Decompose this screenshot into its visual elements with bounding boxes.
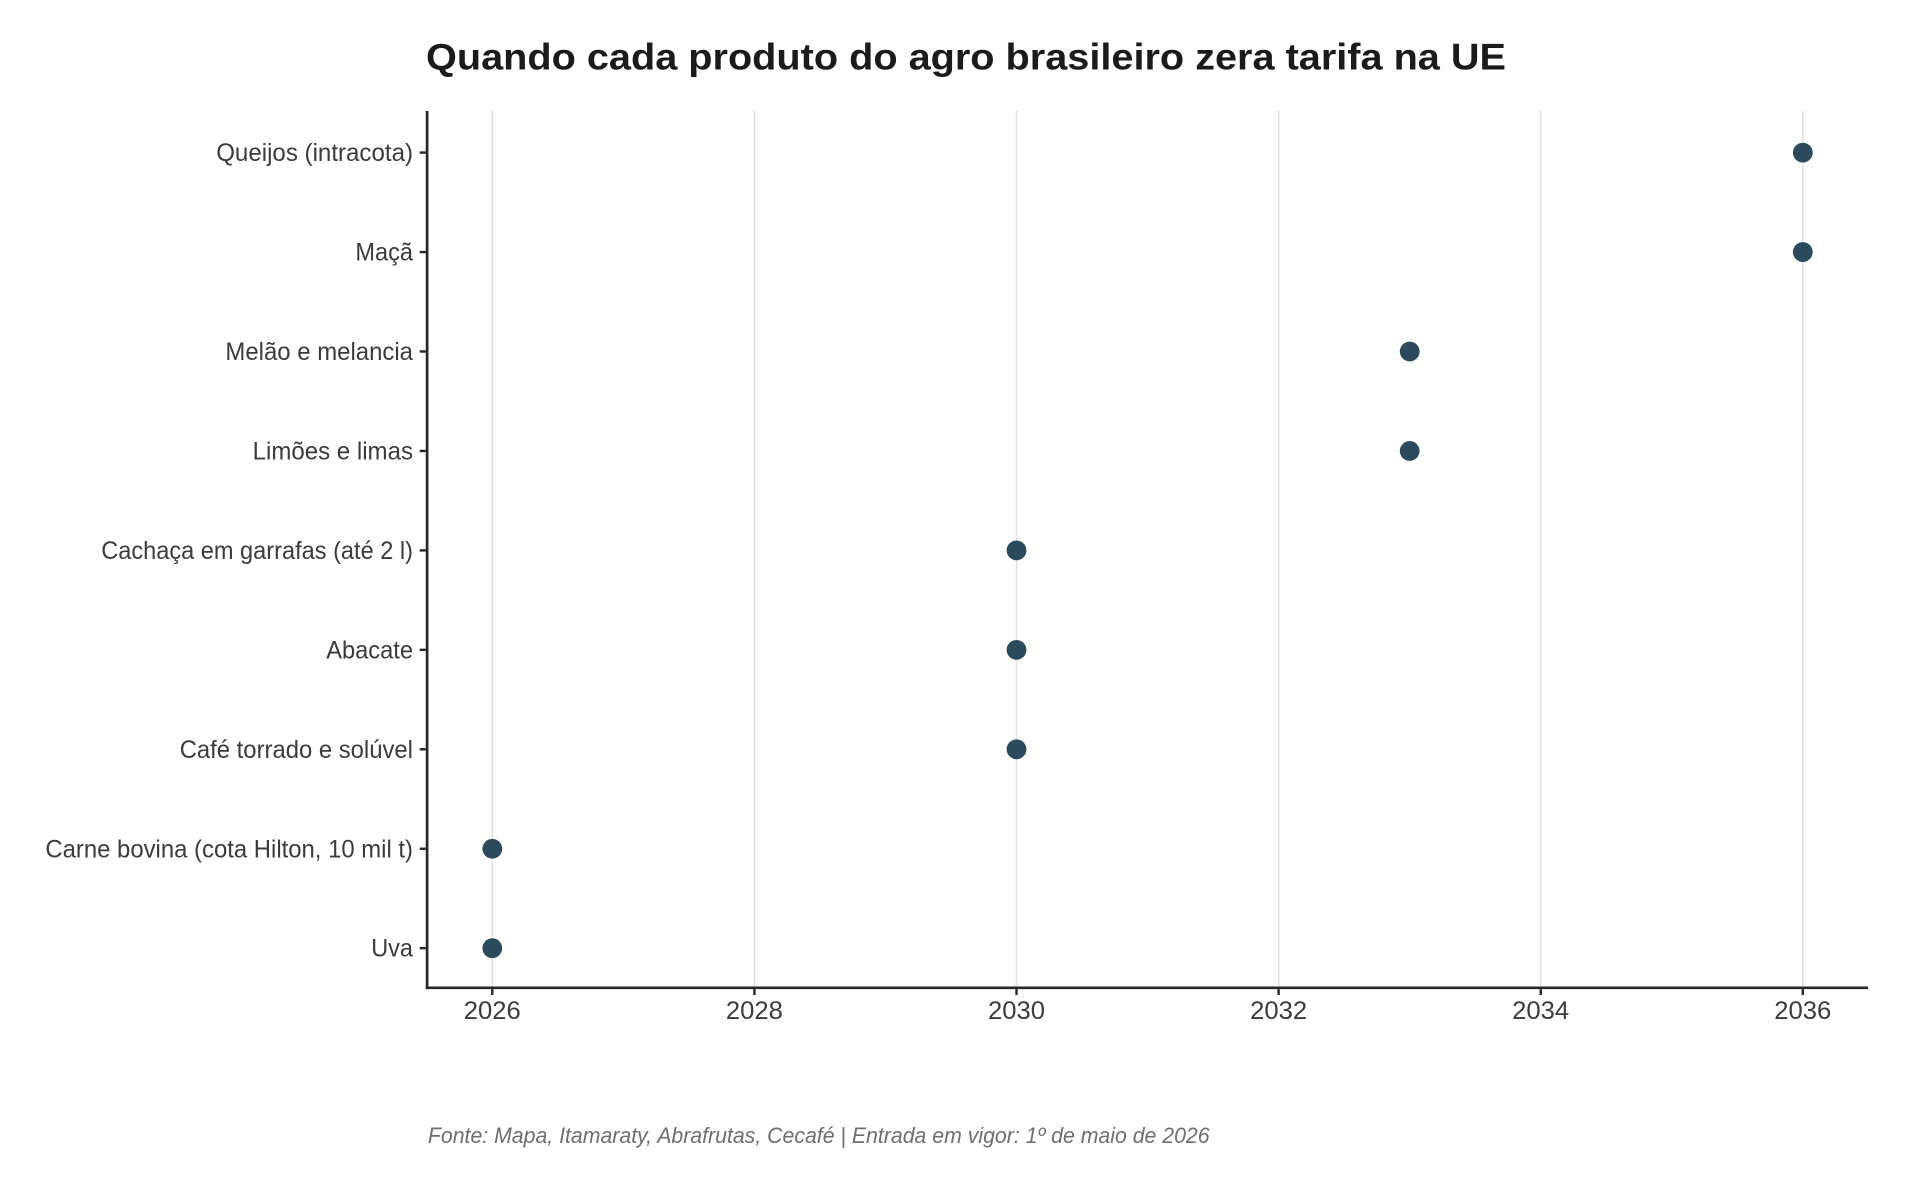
svg-text:2030: 2030 [988, 997, 1045, 1025]
svg-text:Maçã: Maçã [355, 239, 413, 267]
svg-text:2028: 2028 [726, 997, 783, 1025]
svg-text:Cachaça em garrafas (até 2 l): Cachaça em garrafas (até 2 l) [101, 537, 413, 565]
svg-text:Carne bovina (cota Hilton, 10: Carne bovina (cota Hilton, 10 mil t) [45, 835, 413, 863]
svg-text:Café torrado e solúvel: Café torrado e solúvel [180, 736, 413, 764]
svg-text:2026: 2026 [464, 997, 521, 1025]
svg-text:Quando cada produto do agro br: Quando cada produto do agro brasileiro z… [426, 37, 1506, 78]
svg-text:Abacate: Abacate [326, 636, 413, 664]
svg-text:Melão e melancia: Melão e melancia [225, 338, 413, 366]
svg-text:2034: 2034 [1512, 997, 1569, 1025]
svg-text:2036: 2036 [1774, 997, 1831, 1025]
svg-text:Queijos (intracota): Queijos (intracota) [216, 139, 413, 167]
svg-text:2032: 2032 [1250, 997, 1307, 1025]
svg-text:Limões e limas: Limões e limas [253, 437, 413, 465]
svg-text:Uva: Uva [371, 935, 413, 963]
svg-text:Fonte: Mapa, Itamaraty, Abrafr: Fonte: Mapa, Itamaraty, Abrafrutas, Ceca… [428, 1123, 1210, 1148]
